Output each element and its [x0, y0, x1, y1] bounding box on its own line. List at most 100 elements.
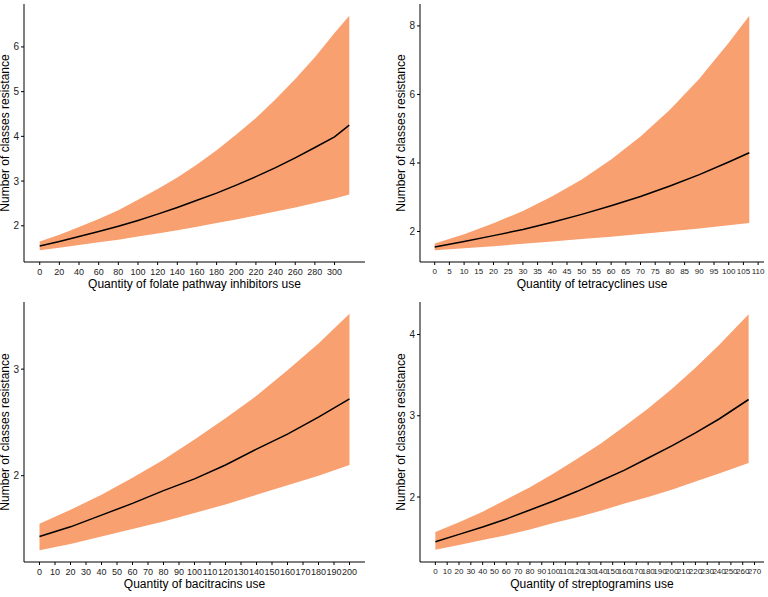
x-tick-label: 220 — [248, 267, 263, 277]
x-tick — [659, 562, 660, 565]
y-tick — [417, 334, 420, 335]
x-tick — [177, 262, 178, 265]
x-tick-label: 75 — [651, 267, 660, 276]
x-tick — [577, 562, 578, 565]
y-tick-label: 6 — [13, 41, 19, 52]
x-tick-label: 60 — [94, 267, 104, 277]
x-tick — [581, 262, 582, 265]
x-tick-label: 110 — [752, 267, 765, 276]
x-tick-label: 170 — [295, 567, 310, 577]
y-tick-label: 3 — [13, 364, 19, 375]
x-tick — [241, 562, 242, 565]
x-tick-label: 260 — [288, 267, 303, 277]
figure: 0204060801001201401601802002202402602803… — [0, 0, 768, 597]
y-tick — [417, 231, 420, 232]
y-tick — [21, 225, 24, 226]
y-tick-label: 2 — [13, 220, 19, 231]
x-tick-label: 90 — [537, 567, 546, 576]
x-tick — [137, 262, 138, 265]
x-tick-label: 80 — [665, 267, 674, 276]
x-tick — [743, 262, 744, 265]
x-tick-label: 50 — [490, 567, 499, 576]
x-tick-label: 50 — [577, 267, 586, 276]
x-tick-label: 60 — [607, 267, 616, 276]
x-tick-label: 30 — [81, 567, 91, 577]
x-tick-label: 100 — [722, 267, 736, 276]
x-tick-label: 15 — [474, 267, 483, 276]
x-tick-label: 100 — [130, 267, 145, 277]
x-tick — [625, 262, 626, 265]
x-tick — [611, 262, 612, 265]
x-tick — [640, 262, 641, 265]
x-tick-label: 160 — [189, 267, 204, 277]
x-tick-label: 130 — [233, 567, 248, 577]
x-tick-label: 55 — [592, 267, 601, 276]
x-tick — [179, 562, 180, 565]
confidence-band — [435, 16, 750, 251]
y-tick-label: 4 — [13, 131, 19, 142]
panel: 0510152025303540455055606570758085909510… — [394, 4, 765, 291]
x-tick — [434, 262, 435, 265]
x-tick-label: 35 — [533, 267, 542, 276]
x-tick-label: 30 — [518, 267, 527, 276]
x-tick-label: 160 — [280, 567, 295, 577]
x-tick — [730, 562, 731, 565]
x-tick — [163, 562, 164, 565]
x-tick — [55, 562, 56, 565]
x-tick — [334, 262, 335, 265]
x-tick — [612, 562, 613, 565]
x-tick-label: 100 — [187, 567, 202, 577]
confidence-band — [40, 16, 350, 251]
x-tick — [117, 562, 118, 565]
x-tick-label: 20 — [455, 567, 464, 576]
x-tick-label: 0 — [432, 267, 437, 276]
x-tick — [449, 262, 450, 265]
x-tick-label: 240 — [268, 267, 283, 277]
x-tick — [470, 562, 471, 565]
x-tick — [216, 262, 217, 265]
x-tick — [552, 262, 553, 265]
plot-area — [435, 314, 748, 550]
x-tick-label: 20 — [489, 267, 498, 276]
x-tick-label: 190 — [326, 567, 341, 577]
x-tick — [541, 562, 542, 565]
x-tick — [256, 562, 257, 565]
x-tick — [754, 562, 755, 565]
x-tick — [349, 562, 350, 565]
plot-area — [435, 16, 750, 251]
x-tick — [275, 262, 276, 265]
x-tick — [684, 262, 685, 265]
x-tick — [529, 562, 530, 565]
x-tick-label: 120 — [150, 267, 165, 277]
x-tick — [522, 262, 523, 265]
x-tick — [464, 262, 465, 265]
x-tick-label: 30 — [466, 567, 475, 576]
y-tick-label: 4 — [409, 329, 415, 340]
panel: 0204060801001201401601802002202402602803… — [0, 4, 365, 291]
x-tick — [157, 262, 158, 265]
x-tick-label: 90 — [695, 267, 704, 276]
x-tick-label: 40 — [96, 567, 106, 577]
x-tick-label: 50 — [112, 567, 122, 577]
x-tick — [648, 562, 649, 565]
y-tick — [417, 162, 420, 163]
x-tick — [699, 262, 700, 265]
x-tick — [707, 562, 708, 565]
x-tick — [596, 262, 597, 265]
y-tick — [417, 94, 420, 95]
x-tick-label: 70 — [143, 567, 153, 577]
x-tick-label: 5 — [447, 267, 452, 276]
y-axis-title: Number of classes resistance — [0, 54, 12, 212]
x-tick — [494, 562, 495, 565]
y-tick-label: 6 — [409, 89, 415, 100]
panel: 0102030405060708090100110120130140150160… — [394, 302, 764, 591]
x-tick — [86, 562, 87, 565]
x-axis-title: Quantity of streptogramins use — [510, 577, 674, 591]
y-tick — [417, 25, 420, 26]
x-tick-label: 90 — [174, 567, 184, 577]
y-tick — [21, 369, 24, 370]
x-axis-title: Quantity of bacitracins use — [124, 577, 266, 591]
x-tick-label: 180 — [311, 567, 326, 577]
x-tick — [118, 262, 119, 265]
x-tick-label: 60 — [127, 567, 137, 577]
